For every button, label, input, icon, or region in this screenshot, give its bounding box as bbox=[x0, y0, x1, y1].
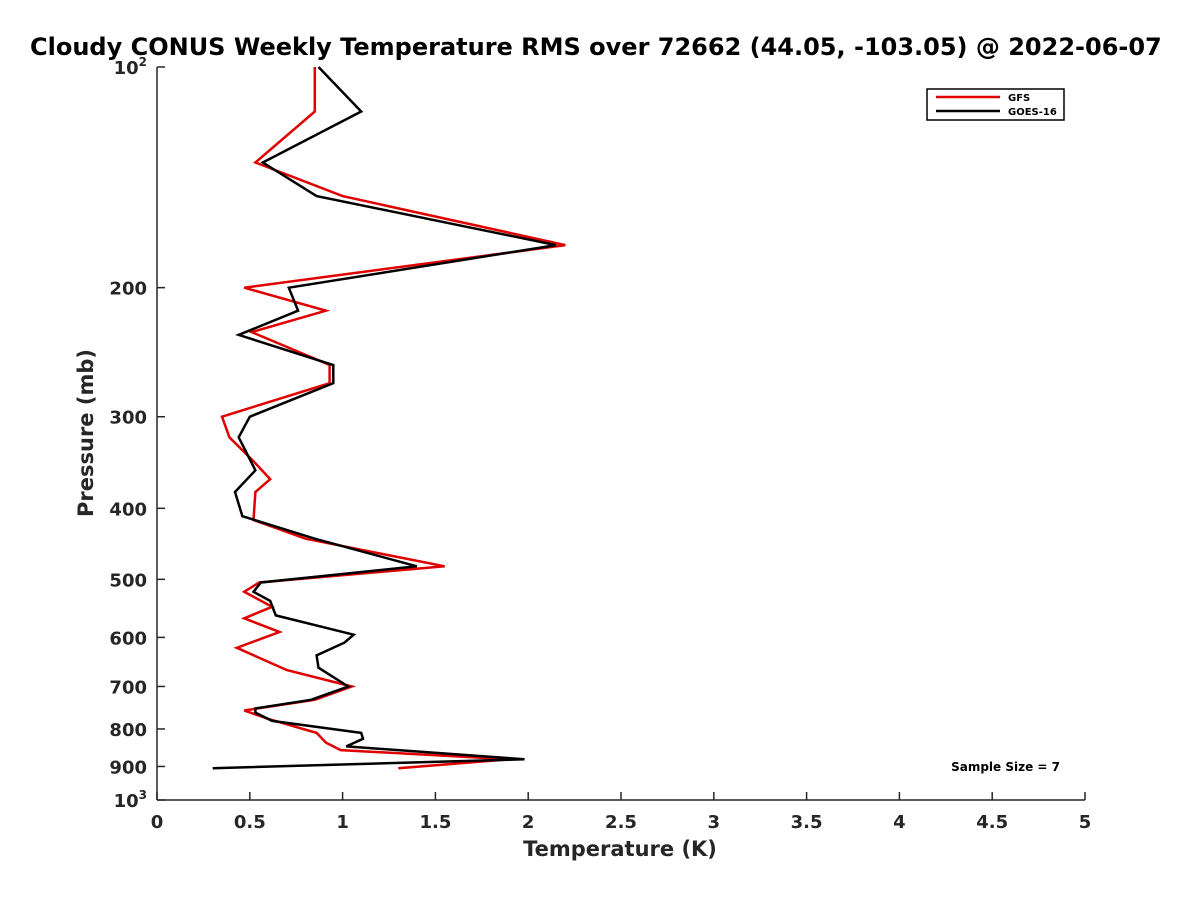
chart-title: Cloudy CONUS Weekly Temperature RMS over… bbox=[30, 33, 1162, 61]
y-tick-label: 300 bbox=[109, 408, 147, 429]
legend-label-gfs: GFS bbox=[1008, 93, 1030, 104]
y-axis-ticks: 102 200 300 400 500 600 700 800 900 103 bbox=[109, 55, 165, 812]
series-line-gfs bbox=[220, 67, 566, 770]
series-line-goes-16 bbox=[212, 66, 557, 770]
x-tick-label: 3 bbox=[708, 812, 721, 833]
x-tick-label: 1.5 bbox=[419, 812, 451, 833]
sample-size-annotation: Sample Size = 7 bbox=[951, 760, 1060, 774]
legend-box bbox=[926, 88, 1065, 121]
y-tick-label: 102 bbox=[114, 55, 147, 79]
y-axis-label: Pressure (mb) bbox=[74, 349, 98, 517]
legend: GFS GOES-16 bbox=[926, 88, 1065, 121]
x-tick-label: 1 bbox=[336, 812, 349, 833]
y-tick-label: 900 bbox=[109, 757, 147, 778]
y-tick-label: 200 bbox=[109, 279, 147, 300]
x-tick-label: 3.5 bbox=[791, 812, 823, 833]
y-tick-label: 500 bbox=[109, 570, 147, 591]
y-tick-label: 600 bbox=[109, 628, 147, 649]
x-axis-ticks: 0 0.5 1 1.5 2 2.5 3 3.5 4 4.5 5 bbox=[151, 792, 1092, 833]
x-tick-label: 2.5 bbox=[605, 812, 637, 833]
x-tick-label: 0.5 bbox=[234, 812, 266, 833]
x-tick-label: 4 bbox=[893, 812, 906, 833]
y-tick-label: 800 bbox=[109, 720, 147, 741]
x-tick-label: 5 bbox=[1079, 812, 1092, 833]
plot-lines bbox=[212, 66, 566, 770]
x-tick-label: 4.5 bbox=[976, 812, 1008, 833]
x-tick-label: 2 bbox=[522, 812, 535, 833]
x-tick-label: 0 bbox=[151, 812, 164, 833]
y-tick-label: 400 bbox=[109, 499, 147, 520]
legend-label-goes-16: GOES-16 bbox=[1008, 107, 1057, 118]
y-tick-label: 700 bbox=[109, 677, 147, 698]
y-tick-label: 103 bbox=[114, 788, 147, 812]
x-axis-label: Temperature (K) bbox=[523, 837, 717, 861]
